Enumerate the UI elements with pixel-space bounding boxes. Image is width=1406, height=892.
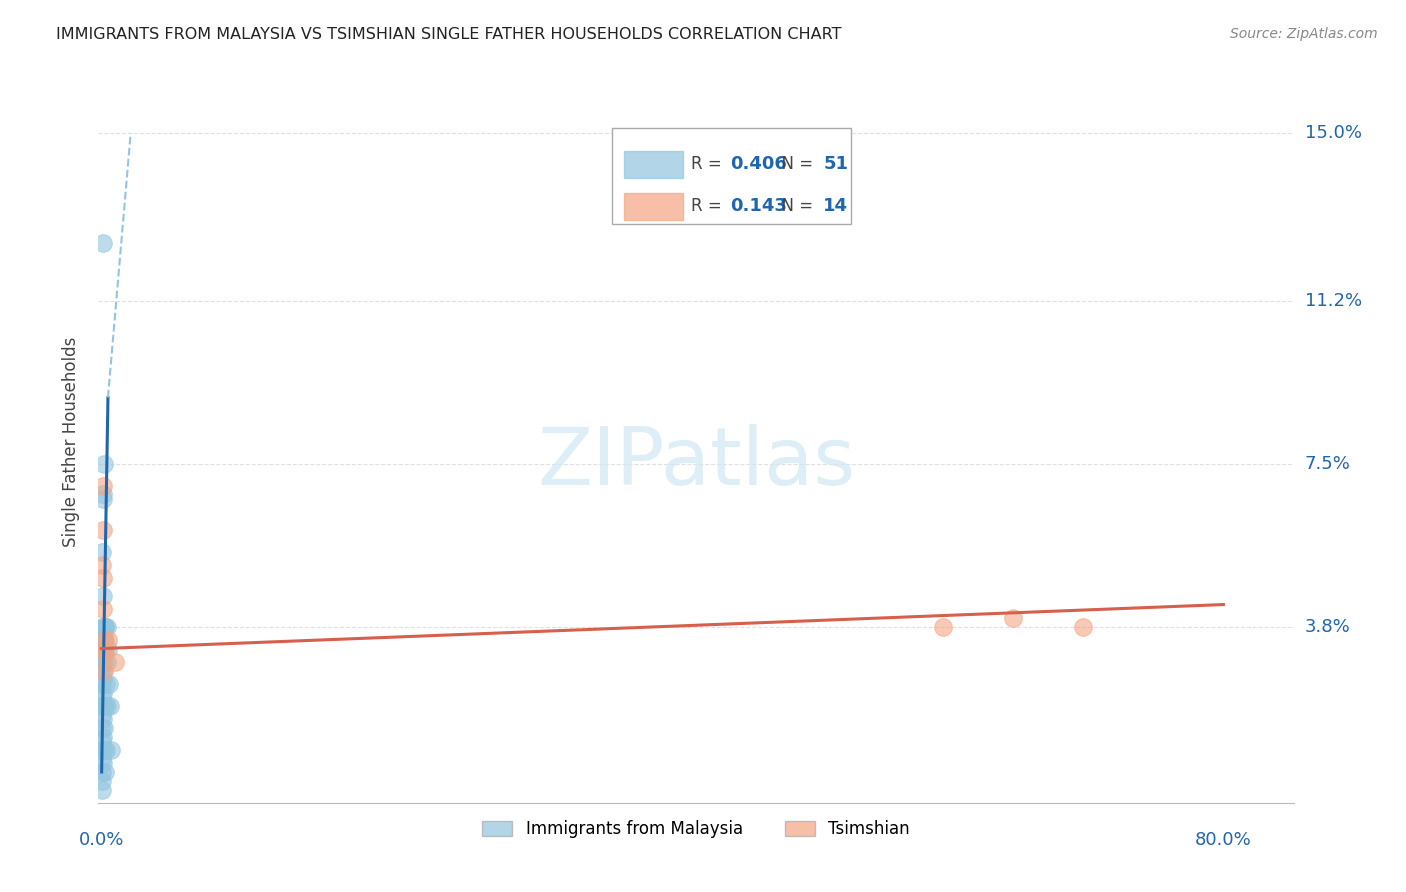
Text: N =: N = [770, 155, 818, 173]
Point [91, 641, 114, 656]
Point [96, 619, 118, 633]
Point [91, 544, 114, 558]
Point [91, 690, 114, 704]
Point [91, 487, 114, 501]
Point [91, 773, 114, 788]
Legend: Immigrants from Malaysia, Tsimshian: Immigrants from Malaysia, Tsimshian [475, 814, 917, 845]
Point [91, 782, 114, 797]
Text: 80.0%: 80.0% [1195, 830, 1251, 848]
Point [97, 632, 120, 647]
Point [93, 698, 115, 713]
Point [94, 619, 117, 633]
Point [91, 764, 114, 779]
Point [94, 677, 117, 691]
Point [91, 686, 114, 700]
Point [1001, 611, 1024, 625]
Point [91, 236, 114, 251]
Point [91, 571, 114, 585]
Point [91, 664, 114, 678]
Point [91, 589, 114, 603]
Point [93, 641, 115, 656]
Point [91, 707, 114, 722]
Point [93, 664, 115, 678]
Point [932, 619, 955, 633]
Point [91, 712, 114, 726]
Point [93, 457, 115, 471]
Point [97, 677, 120, 691]
Point [104, 655, 127, 669]
Text: 0.406: 0.406 [730, 155, 787, 173]
Text: 51: 51 [824, 155, 848, 173]
Point [91, 646, 114, 660]
Point [91, 730, 114, 744]
Point [91, 659, 114, 673]
Text: 0.143: 0.143 [730, 197, 787, 216]
Point [93, 641, 115, 656]
Point [91, 677, 114, 691]
Point [94, 743, 117, 757]
Point [93, 632, 115, 647]
Point [93, 619, 115, 633]
Point [94, 646, 117, 660]
Text: 0.0%: 0.0% [79, 830, 124, 848]
Point [93, 764, 115, 779]
Text: 11.2%: 11.2% [1305, 292, 1362, 310]
Point [91, 602, 114, 616]
Text: 15.0%: 15.0% [1305, 124, 1361, 142]
Point [91, 491, 114, 506]
Point [91, 558, 114, 572]
Text: ZIPatlas: ZIPatlas [537, 425, 855, 502]
Point [91, 734, 114, 748]
Point [93, 743, 115, 757]
Point [91, 698, 114, 713]
Text: R =: R = [692, 155, 727, 173]
Point [94, 641, 117, 656]
Text: 14: 14 [824, 197, 848, 216]
Point [90, 619, 112, 633]
Text: 3.8%: 3.8% [1305, 617, 1350, 636]
Point [93, 721, 115, 735]
Point [91, 743, 114, 757]
Text: 7.5%: 7.5% [1305, 455, 1351, 473]
Point [91, 756, 114, 771]
Text: R =: R = [692, 197, 727, 216]
Point [91, 752, 114, 766]
Point [97, 641, 120, 656]
Point [91, 628, 114, 642]
Text: Source: ZipAtlas.com: Source: ZipAtlas.com [1230, 27, 1378, 41]
Point [96, 655, 118, 669]
Point [93, 619, 115, 633]
Point [91, 523, 114, 537]
Point [91, 673, 114, 687]
Point [91, 721, 114, 735]
Point [93, 632, 115, 647]
Text: N =: N = [770, 197, 818, 216]
Point [1071, 619, 1094, 633]
Point [96, 698, 118, 713]
Point [98, 698, 121, 713]
Point [91, 655, 114, 669]
Point [91, 478, 114, 492]
Point [91, 632, 114, 647]
Text: IMMIGRANTS FROM MALAYSIA VS TSIMSHIAN SINGLE FATHER HOUSEHOLDS CORRELATION CHART: IMMIGRANTS FROM MALAYSIA VS TSIMSHIAN SI… [56, 27, 842, 42]
Point [94, 698, 117, 713]
Y-axis label: Single Father Households: Single Father Households [62, 336, 80, 547]
Point [93, 655, 115, 669]
Point [100, 743, 122, 757]
